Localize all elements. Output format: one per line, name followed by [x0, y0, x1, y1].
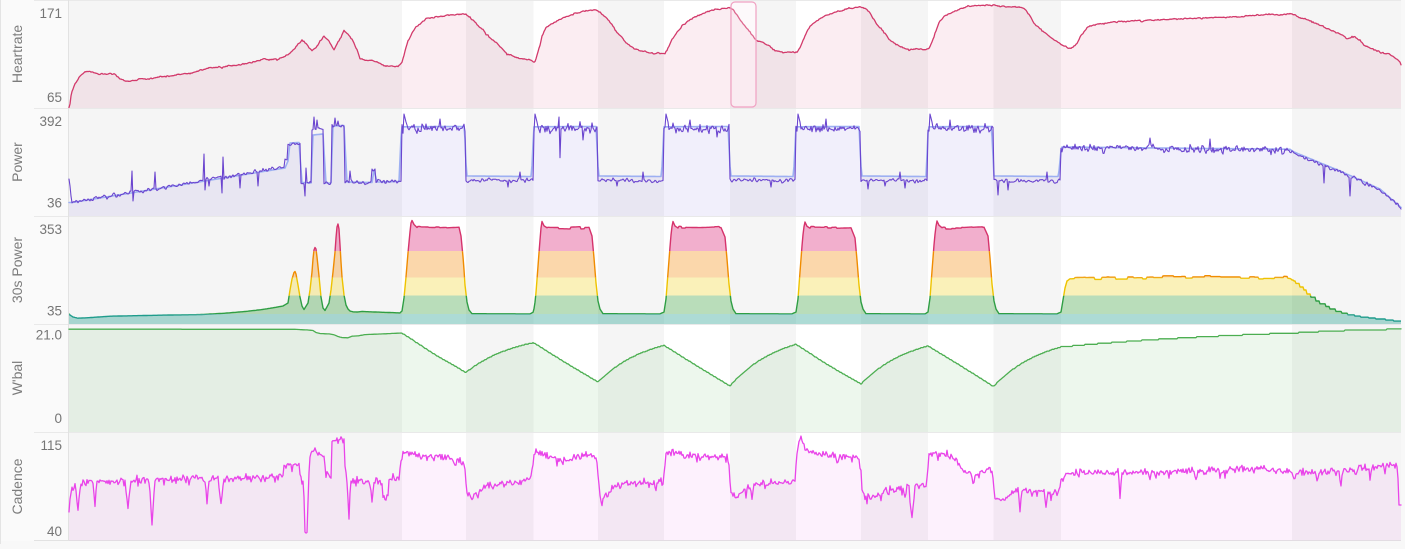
svg-text:Power: Power	[9, 142, 25, 182]
svg-text:115: 115	[40, 438, 62, 453]
svg-text:Heartrate: Heartrate	[9, 25, 25, 84]
svg-text:30s Power: 30s Power	[9, 237, 25, 303]
svg-text:171: 171	[39, 6, 62, 21]
svg-text:21.0: 21.0	[36, 328, 62, 343]
svg-text:65: 65	[47, 90, 62, 105]
svg-text:Cadence: Cadence	[9, 458, 25, 514]
svg-text:35: 35	[47, 304, 62, 319]
svg-text:40: 40	[47, 524, 62, 539]
svg-text:0: 0	[54, 411, 62, 426]
svg-text:353: 353	[39, 222, 62, 237]
svg-text:W'bal: W'bal	[9, 361, 25, 396]
svg-text:36: 36	[47, 196, 62, 211]
svg-text:392: 392	[39, 114, 62, 129]
